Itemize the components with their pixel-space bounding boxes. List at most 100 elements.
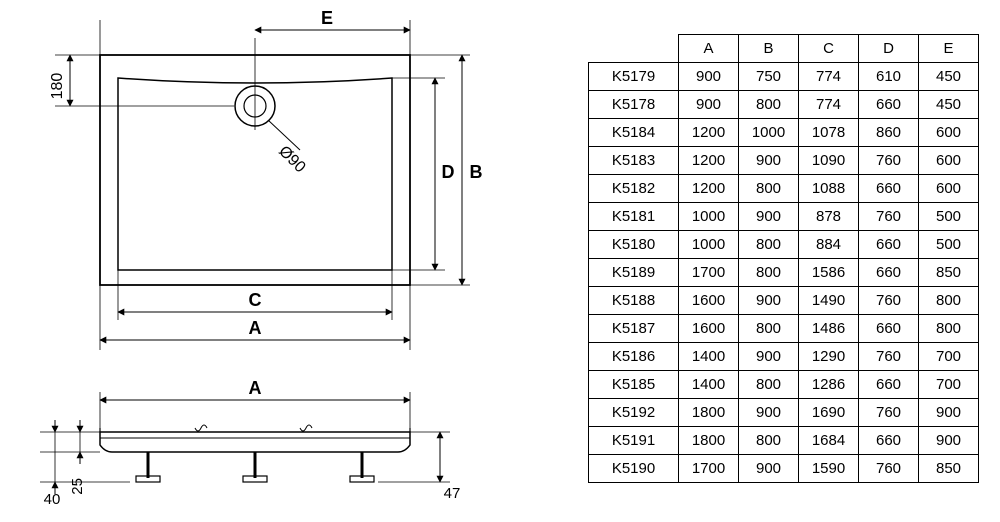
value-cell: 760 [859, 399, 919, 427]
value-cell: 1800 [679, 427, 739, 455]
model-cell: K5191 [589, 427, 679, 455]
value-cell: 1800 [679, 399, 739, 427]
value-cell: 860 [859, 119, 919, 147]
col-C: C [799, 35, 859, 63]
value-cell: 600 [919, 119, 979, 147]
value-cell: 1200 [679, 175, 739, 203]
model-cell: K5185 [589, 371, 679, 399]
table-row: K5179900750774610450 [589, 63, 979, 91]
value-cell: 600 [919, 147, 979, 175]
value-cell: 1700 [679, 259, 739, 287]
table-row: K518212008001088660600 [589, 175, 979, 203]
model-cell: K5188 [589, 287, 679, 315]
col-D: D [859, 35, 919, 63]
value-cell: 760 [859, 455, 919, 483]
value-cell: 1200 [679, 119, 739, 147]
value-cell: 1486 [799, 315, 859, 343]
dim-E: E [321, 8, 333, 28]
value-cell: 850 [919, 259, 979, 287]
table-row: K518716008001486660800 [589, 315, 979, 343]
model-cell: K5180 [589, 231, 679, 259]
value-cell: 760 [859, 203, 919, 231]
side-view: A [40, 378, 460, 508]
value-cell: 900 [739, 343, 799, 371]
value-cell: 800 [739, 91, 799, 119]
technical-drawing: Ø90 E 180 D B [0, 0, 560, 522]
table-header-row: A B C D E [589, 35, 979, 63]
value-cell: 850 [919, 455, 979, 483]
model-cell: K5179 [589, 63, 679, 91]
table-row: K519218009001690760900 [589, 399, 979, 427]
foot-3 [350, 452, 374, 482]
value-cell: 1078 [799, 119, 859, 147]
value-cell: 800 [739, 371, 799, 399]
value-cell: 1000 [679, 203, 739, 231]
value-cell: 1600 [679, 315, 739, 343]
value-cell: 660 [859, 91, 919, 119]
foot-1 [136, 452, 160, 482]
value-cell: 774 [799, 91, 859, 119]
value-cell: 1590 [799, 455, 859, 483]
col-E: E [919, 35, 979, 63]
model-cell: K5184 [589, 119, 679, 147]
value-cell: 900 [739, 455, 799, 483]
value-cell: 1586 [799, 259, 859, 287]
value-cell: 760 [859, 147, 919, 175]
table-row: K518312009001090760600 [589, 147, 979, 175]
model-cell: K5186 [589, 343, 679, 371]
dim-180: 180 [49, 73, 66, 100]
value-cell: 800 [739, 259, 799, 287]
value-cell: 600 [919, 175, 979, 203]
value-cell: 1700 [679, 455, 739, 483]
value-cell: 1286 [799, 371, 859, 399]
header-corner [589, 35, 679, 63]
table-row: K518917008001586660850 [589, 259, 979, 287]
table-row: K5184120010001078860600 [589, 119, 979, 147]
value-cell: 878 [799, 203, 859, 231]
spec-table: A B C D E K5179900750774610450K517890080… [588, 34, 979, 483]
table-row: K518514008001286660700 [589, 371, 979, 399]
table-row: K5178900800774660450 [589, 91, 979, 119]
value-cell: 774 [799, 63, 859, 91]
value-cell: 800 [739, 231, 799, 259]
model-cell: K5178 [589, 91, 679, 119]
value-cell: 660 [859, 371, 919, 399]
value-cell: 1200 [679, 147, 739, 175]
value-cell: 1684 [799, 427, 859, 455]
value-cell: 660 [859, 315, 919, 343]
value-cell: 900 [739, 287, 799, 315]
model-cell: K5181 [589, 203, 679, 231]
value-cell: 1600 [679, 287, 739, 315]
model-cell: K5189 [589, 259, 679, 287]
value-cell: 750 [739, 63, 799, 91]
table-row: K51801000800884660500 [589, 231, 979, 259]
model-cell: K5192 [589, 399, 679, 427]
value-cell: 1290 [799, 343, 859, 371]
value-cell: 1000 [739, 119, 799, 147]
dim-C: C [249, 290, 262, 310]
value-cell: 1400 [679, 371, 739, 399]
model-cell: K5183 [589, 147, 679, 175]
value-cell: 800 [739, 175, 799, 203]
table-row: K518614009001290760700 [589, 343, 979, 371]
table-row: K519118008001684660900 [589, 427, 979, 455]
value-cell: 700 [919, 371, 979, 399]
col-A: A [679, 35, 739, 63]
value-cell: 800 [739, 315, 799, 343]
value-cell: 1090 [799, 147, 859, 175]
table-row: K519017009001590760850 [589, 455, 979, 483]
value-cell: 900 [679, 91, 739, 119]
dim-40: 40 [44, 491, 61, 508]
table-row: K51811000900878760500 [589, 203, 979, 231]
value-cell: 660 [859, 175, 919, 203]
dim-A1: A [249, 318, 262, 338]
value-cell: 500 [919, 203, 979, 231]
top-view: Ø90 E 180 D B [49, 8, 483, 350]
col-B: B [739, 35, 799, 63]
value-cell: 610 [859, 63, 919, 91]
value-cell: 660 [859, 427, 919, 455]
dim-47: 47 [444, 485, 461, 502]
value-cell: 760 [859, 343, 919, 371]
model-cell: K5187 [589, 315, 679, 343]
value-cell: 1400 [679, 343, 739, 371]
